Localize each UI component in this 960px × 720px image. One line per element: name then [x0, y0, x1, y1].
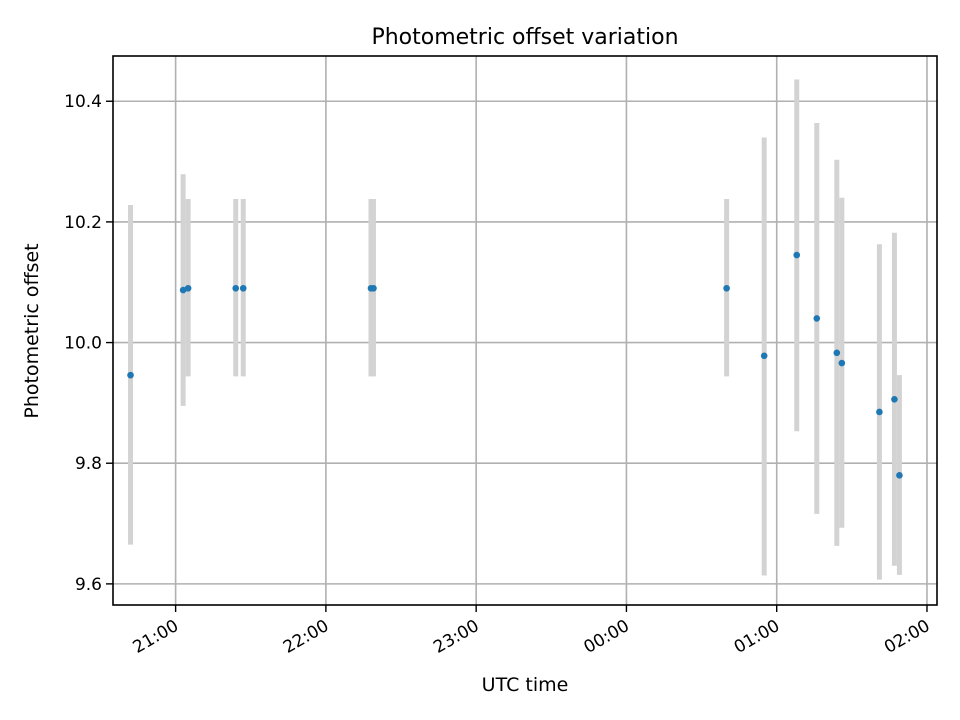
y-axis-label: Photometric offset — [21, 243, 43, 418]
data-point — [793, 251, 801, 259]
data-point — [723, 284, 730, 292]
x-axis: 21:00 22:00 23:00 00:00 01:00 02:00 — [130, 605, 933, 658]
x-tick-label: 02:00 — [881, 616, 933, 658]
x-tick-label: 21:00 — [130, 616, 182, 658]
y-tick-label: 10.2 — [64, 213, 102, 233]
data-point — [896, 471, 903, 479]
y-tick-label: 10.0 — [64, 334, 102, 354]
data-point — [184, 284, 192, 292]
data-point — [891, 395, 898, 403]
data-point — [127, 371, 134, 379]
data-point — [370, 284, 377, 292]
x-tick-label: 01:00 — [731, 616, 783, 658]
x-tick-label: 00:00 — [580, 616, 632, 658]
plot-frame — [112, 55, 938, 606]
data-point — [833, 349, 841, 357]
y-tick-label: 9.8 — [75, 454, 102, 474]
data-points — [127, 251, 903, 479]
x-tick-label: 23:00 — [430, 616, 482, 658]
data-point — [838, 359, 846, 367]
data-point — [876, 408, 883, 416]
x-tick-label: 22:00 — [280, 616, 332, 658]
data-point — [813, 315, 821, 322]
error-bars — [128, 79, 902, 580]
data-point — [760, 352, 768, 360]
x-axis-label: UTC time — [482, 674, 569, 696]
grid — [113, 56, 937, 605]
data-point — [179, 286, 187, 294]
y-tick-label: 10.4 — [64, 92, 102, 112]
data-point — [232, 284, 240, 292]
y-tick-label: 9.6 — [75, 575, 102, 595]
data-point — [239, 284, 247, 292]
y-axis: 9.6 9.8 10.0 10.2 10.4 — [64, 92, 113, 595]
chart-title: Photometric offset variation — [371, 25, 678, 50]
